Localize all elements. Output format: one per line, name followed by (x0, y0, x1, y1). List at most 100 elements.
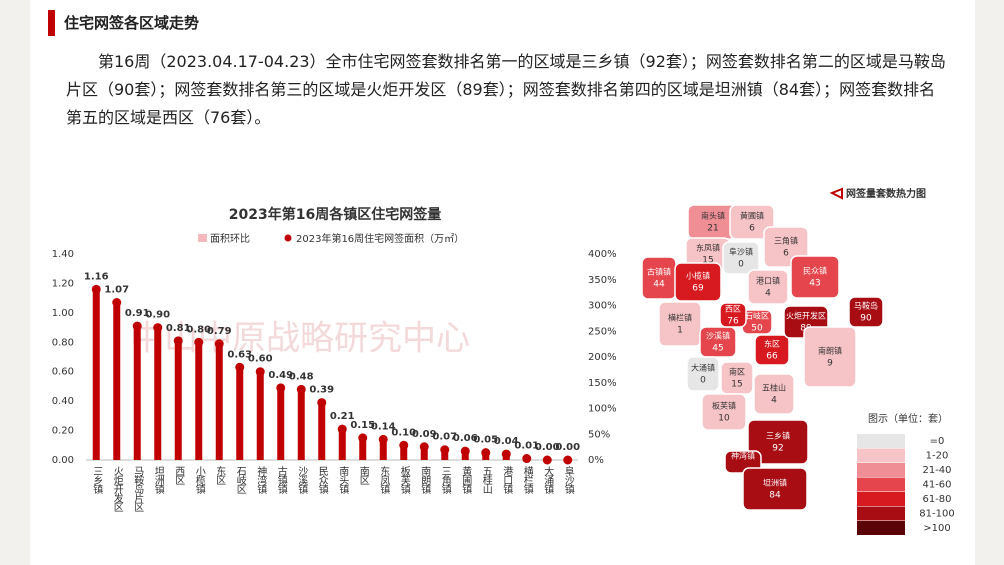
bar-cap (563, 455, 573, 465)
x-tick-label: 火炬开发区 (111, 466, 123, 512)
region-name: 神湾镇 (731, 451, 755, 461)
bar-cap (317, 398, 327, 408)
x-tick-label: 沙溪镇 (296, 466, 308, 495)
value-label: 0.21 (330, 411, 355, 422)
y-tick-label: 0.00 (52, 455, 74, 466)
region-name: 三角镇 (774, 236, 798, 246)
region-name: 五桂山 (762, 383, 786, 393)
region-count: 10 (718, 414, 730, 424)
x-tick-label: 石岐区 (234, 466, 246, 494)
value-label: 0.80 (186, 324, 211, 335)
y-tick-label: 1.20 (52, 278, 74, 289)
y2-tick-label: 300% (588, 301, 617, 312)
y2-tick-label: 250% (588, 326, 617, 337)
legend-label: 2023年第16周住宅网签面积（万㎡） (296, 232, 464, 245)
value-label: 0.04 (494, 436, 519, 447)
bar (379, 439, 387, 460)
map-region (658, 301, 702, 347)
region-name: 石岐区 (745, 311, 769, 321)
map-region (747, 269, 789, 305)
map-region (803, 326, 857, 388)
map-region (742, 467, 808, 511)
bar (359, 437, 367, 460)
bar (174, 340, 182, 460)
value-label: 0.09 (412, 429, 437, 440)
value-label: 0.15 (350, 420, 375, 431)
y-tick-label: 1.40 (52, 249, 74, 260)
y-tick-label: 0.60 (52, 367, 74, 378)
region-name: 东区 (764, 339, 780, 349)
bar (297, 389, 305, 460)
x-tick-label: 马鞍岛片区 (132, 466, 144, 512)
region-name: 板芙镇 (712, 401, 736, 411)
region-name: 古镇镇 (647, 267, 671, 277)
y2-tick-label: 150% (588, 378, 617, 389)
map-legend-swatch (857, 506, 905, 521)
map-region (753, 373, 795, 415)
region-name: 南朗镇 (818, 346, 842, 356)
bar-cap (235, 362, 245, 372)
bar-cap (337, 424, 347, 434)
legend-label: 面积环比 (210, 233, 250, 245)
map-legend-label: =0 (930, 436, 945, 447)
map-legend-swatch (857, 492, 905, 506)
region-name: 马鞍岛 (854, 301, 878, 311)
value-label: 0.06 (453, 433, 478, 444)
map-region (699, 326, 737, 358)
region-count: 0 (738, 260, 744, 270)
region-count: 45 (712, 344, 723, 354)
map-legend-swatch (857, 521, 905, 535)
value-label: 0.05 (473, 435, 498, 446)
bar (236, 367, 244, 460)
value-label: 0.39 (309, 385, 334, 396)
bar-cap (112, 298, 122, 308)
map-legend-label: 1-20 (926, 451, 949, 462)
bar (92, 289, 100, 460)
x-tick-label: 三乡镇 (91, 466, 103, 495)
map-region (641, 256, 677, 300)
map-legend-swatch (857, 463, 905, 477)
bar-cap (214, 339, 224, 349)
region-name: 小榄镇 (686, 271, 710, 281)
bar (400, 445, 408, 460)
x-tick-label: 三角镇 (439, 466, 451, 495)
bar (441, 449, 449, 460)
region-count: 76 (727, 317, 739, 327)
map-legend-swatch (857, 434, 905, 448)
region-name: 横栏镇 (668, 313, 692, 323)
map-region (848, 296, 884, 328)
x-tick-label: 横栏镇 (521, 465, 533, 495)
bar-cap (296, 384, 306, 394)
map-region (701, 393, 747, 431)
bar (338, 429, 346, 460)
region-count: 43 (809, 279, 820, 289)
x-tick-label: 东凤镇 (378, 465, 390, 495)
bar (113, 302, 121, 460)
bar (420, 446, 428, 460)
map-legend-label: >100 (923, 523, 950, 534)
region-count: 66 (766, 352, 778, 362)
value-label: 0.60 (248, 354, 273, 365)
region-count: 4 (771, 396, 777, 406)
section-title: 住宅网签各区域走势 (64, 14, 200, 32)
map-title: 网签量套数热力图 (846, 187, 926, 200)
map-region (790, 255, 840, 299)
bar (154, 327, 162, 460)
region-name: 沙溪镇 (706, 331, 730, 341)
value-label: 0.00 (535, 442, 560, 453)
legend-swatch (284, 234, 292, 242)
map-icon (829, 187, 843, 200)
x-tick-label: 阜沙镇 (562, 465, 574, 495)
x-tick-label: 西区 (173, 466, 185, 485)
bar-cap (153, 323, 163, 333)
bar-cap (460, 446, 470, 456)
region-count: 4 (765, 289, 771, 299)
region-count: 6 (749, 224, 755, 234)
bar (215, 343, 223, 460)
region-count: 90 (860, 314, 872, 324)
y2-tick-label: 100% (588, 404, 617, 415)
watermark: 中山中原战略研究中心 (130, 319, 470, 359)
region-name: 西区 (725, 305, 741, 314)
map-region (686, 356, 720, 392)
